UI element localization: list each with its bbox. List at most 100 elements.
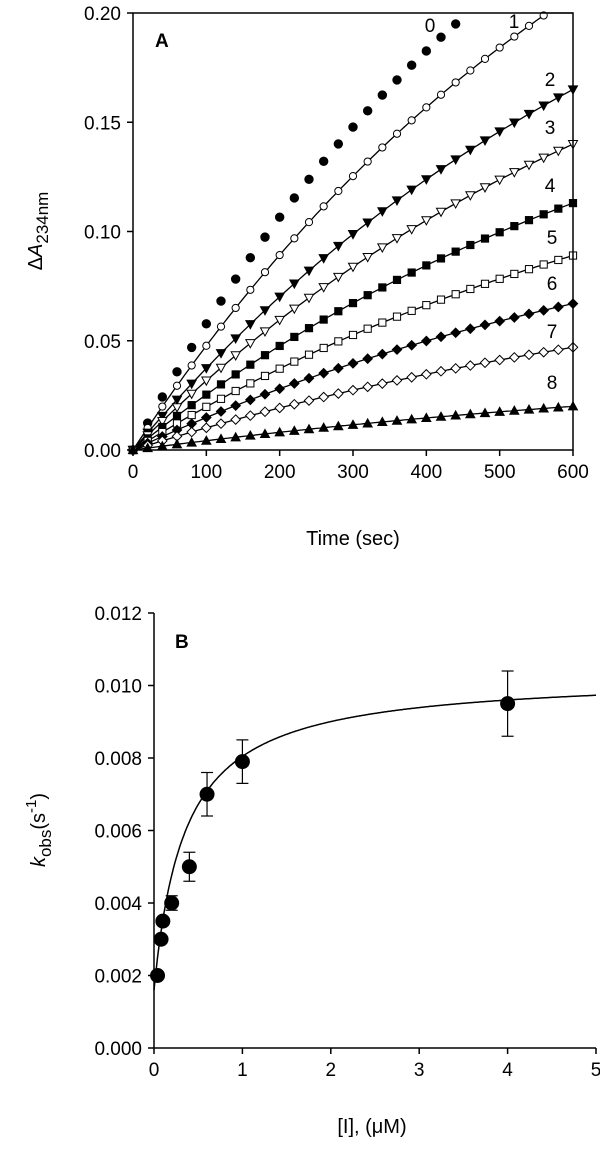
series-3-point bbox=[435, 207, 447, 218]
series-7-point bbox=[508, 351, 520, 363]
panel-b-point-marker bbox=[199, 786, 215, 802]
series-3-point bbox=[450, 199, 462, 209]
series-5-point bbox=[334, 337, 343, 346]
series-5-point bbox=[554, 255, 563, 265]
panel-b-data-point bbox=[181, 851, 197, 882]
series-3-point bbox=[303, 293, 315, 304]
series-1-point bbox=[407, 116, 416, 125]
panel-a-y-tick-label: 0.00 bbox=[84, 441, 121, 462]
series-7-point bbox=[494, 354, 506, 366]
series-3-point bbox=[332, 272, 344, 283]
series-8-point bbox=[376, 416, 388, 427]
panel-b-y-tick-label: 0.002 bbox=[94, 967, 142, 988]
panel-b-data-point bbox=[500, 670, 516, 737]
series-4-label: 4 bbox=[545, 176, 556, 197]
panel-b-x-axis-title: [I], (μM) bbox=[337, 1116, 406, 1138]
series-4-point bbox=[348, 298, 358, 308]
series-6-point bbox=[347, 358, 359, 369]
panel-b-point-marker bbox=[164, 895, 180, 911]
series-8-point bbox=[186, 436, 198, 447]
series-6-point bbox=[406, 339, 418, 351]
series-0-point bbox=[172, 367, 182, 377]
panel-a-x-tick-label: 500 bbox=[484, 462, 516, 483]
series-2-point bbox=[435, 165, 447, 175]
panel-b-x-tick-label: 1 bbox=[237, 1060, 248, 1081]
series-0-point bbox=[450, 19, 461, 29]
panel-b-y-tick-label: 0.004 bbox=[94, 894, 142, 915]
series-3-fit-line bbox=[132, 143, 574, 451]
panel-b-point-marker bbox=[155, 913, 171, 929]
panel-a-x-tick-label: 600 bbox=[557, 462, 589, 483]
series-1-point bbox=[480, 54, 490, 63]
series-5-markers bbox=[128, 251, 578, 455]
series-4-point bbox=[436, 254, 446, 263]
panel-b-point-marker bbox=[181, 859, 197, 875]
series-1-point bbox=[334, 186, 343, 196]
series-8-point bbox=[362, 417, 374, 428]
series-1-point bbox=[275, 250, 284, 260]
series-5-point bbox=[275, 364, 284, 373]
series-0-point bbox=[274, 212, 285, 222]
series-4-point bbox=[451, 247, 460, 256]
series-7-point bbox=[259, 406, 271, 418]
series-8-point bbox=[288, 425, 300, 435]
series-1-point bbox=[158, 402, 167, 411]
series-6-point bbox=[494, 315, 506, 327]
series-1-point bbox=[495, 43, 504, 52]
series-7-label: 7 bbox=[547, 322, 558, 343]
series-2-point bbox=[171, 395, 183, 406]
panel-b-x-tick-label: 3 bbox=[414, 1060, 425, 1081]
series-6-point bbox=[259, 388, 271, 400]
panel-a-letter: A bbox=[155, 31, 169, 52]
series-3-point bbox=[523, 160, 535, 171]
series-2-point bbox=[376, 207, 388, 217]
panel-a-y-axis-title: ΔA234nm bbox=[25, 192, 52, 271]
series-5-point bbox=[510, 269, 519, 279]
series-7-point bbox=[552, 344, 564, 356]
panel-b-y-tick-label: 0.008 bbox=[94, 749, 142, 770]
series-8-point bbox=[479, 407, 491, 418]
series-2-point bbox=[508, 118, 520, 129]
series-8-point bbox=[494, 406, 506, 416]
series-6-point bbox=[450, 327, 462, 339]
series-5-point bbox=[231, 386, 240, 396]
series-8-point bbox=[215, 433, 227, 444]
panel-b-point-marker bbox=[500, 696, 516, 712]
series-7-point bbox=[391, 375, 403, 386]
series-7-point bbox=[200, 422, 212, 434]
series-4-point bbox=[495, 228, 504, 237]
series-7-point bbox=[347, 384, 359, 396]
series-4-point bbox=[539, 210, 548, 219]
series-6-point bbox=[332, 362, 344, 374]
series-7-point bbox=[435, 365, 447, 377]
panel-b-letter: B bbox=[175, 632, 189, 653]
series-6-point bbox=[244, 394, 256, 406]
series-8-point bbox=[347, 419, 359, 429]
series-1-point bbox=[319, 202, 328, 211]
series-3-point bbox=[347, 262, 359, 273]
series-3-point bbox=[391, 234, 403, 244]
series-2-point bbox=[200, 364, 212, 374]
series-7-point bbox=[523, 349, 535, 361]
series-5-point bbox=[187, 410, 196, 420]
series-0-point bbox=[216, 296, 226, 306]
series-5-point bbox=[348, 330, 358, 340]
series-5-point bbox=[202, 402, 211, 411]
series-5-point bbox=[246, 379, 255, 388]
series-5-point bbox=[539, 260, 548, 269]
panel-a-series bbox=[127, 11, 579, 456]
series-1-point bbox=[466, 66, 475, 75]
series-1-label: 1 bbox=[509, 12, 520, 33]
series-5-point bbox=[290, 357, 299, 366]
panel-b-points bbox=[150, 670, 516, 983]
series-5-point bbox=[422, 301, 431, 310]
series-3-point bbox=[215, 363, 227, 374]
panel-a-y-tick-label: 0.15 bbox=[84, 113, 121, 134]
panel-a-y-ticks: 0.00 0.05 0.10 0.15 0.20 bbox=[84, 4, 133, 462]
panel-a-x-tick-label: 100 bbox=[190, 462, 222, 483]
series-6-point bbox=[464, 323, 476, 335]
panel-b-x-ticks: 0 1 2 3 4 5 bbox=[149, 1048, 600, 1081]
series-7-point bbox=[230, 414, 242, 425]
